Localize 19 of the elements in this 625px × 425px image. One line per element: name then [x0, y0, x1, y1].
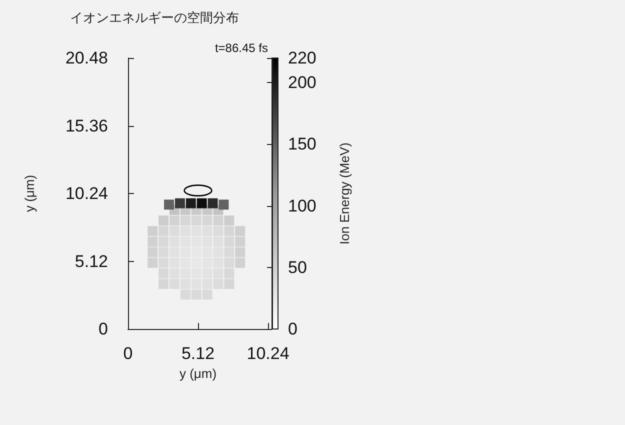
color-bar-label: 220 — [288, 48, 316, 68]
x-tick-label: 0 — [123, 344, 133, 363]
chart-title: イオンエネルギーの空間分布 — [70, 10, 239, 25]
x-tick-label: 5.12 — [181, 344, 215, 363]
x-axis-title: y (μm) — [179, 366, 217, 381]
y-tick-label: 10.24 — [65, 184, 108, 203]
y-tick-label: 20.48 — [65, 48, 108, 68]
y-tick-label: 0 — [98, 320, 108, 338]
color-bar-label: 100 — [288, 196, 316, 216]
color-bar-label: 200 — [288, 73, 316, 92]
text: t=86.45 fs — [214, 41, 268, 55]
y-tick-label: 15.36 — [65, 116, 108, 136]
color-bar-label: 0 — [288, 320, 298, 338]
color-bar-label: 50 — [288, 258, 307, 277]
x-tick-label: 10.24 — [246, 344, 290, 363]
y-axis-title: y (μm) — [22, 174, 37, 212]
y-tick-label: 5.12 — [74, 252, 108, 271]
color-bar-title: Ion Energy (MeV) — [337, 142, 352, 244]
color-bar-label: 150 — [288, 134, 316, 154]
